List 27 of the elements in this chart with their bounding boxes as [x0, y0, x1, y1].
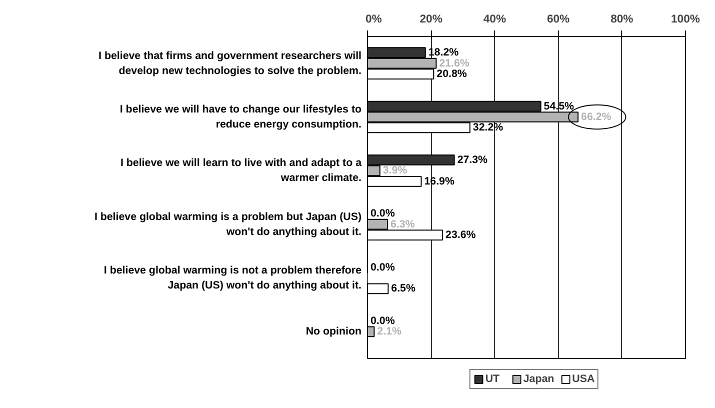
x-tick-label: 60%	[546, 14, 570, 26]
data-label: 0.0%	[370, 208, 396, 220]
data-label: 2.1%	[377, 326, 402, 338]
y-tick-label: I believe we will have to change our lifestyles to reduce energy consumption.	[120, 104, 362, 130]
data-label: 3.9%	[382, 164, 408, 177]
legend-label: UT	[485, 373, 501, 385]
data-label: 6.3%	[390, 218, 416, 230]
x-tick-label: 80%	[610, 14, 634, 26]
data-label: 20.8%	[436, 68, 468, 80]
data-label: 6.5%	[391, 282, 416, 295]
x-tick-label: 40%	[483, 14, 506, 26]
x-tick-label: 0%	[366, 14, 382, 26]
y-tick-label: I believe global warming is not a problem therefore Japan (US) won't do anything about it.	[104, 264, 362, 292]
y-tick-label: I believe we will learn to live with and adapt to a warmer climate.	[120, 157, 362, 184]
data-label: 23.6%	[446, 229, 476, 242]
data-label: 27.3%	[457, 154, 488, 166]
data-label: 0.0%	[370, 261, 396, 274]
x-tick-label: 100%	[671, 14, 700, 26]
legend-label: Japan	[523, 373, 554, 385]
data-label: 0.0%	[370, 314, 396, 327]
data-label: 21.6%	[439, 57, 470, 70]
y-tick-label: I believe global warming is a problem but Japan (US) won't do anything about it.	[94, 210, 362, 238]
data-label: 66.2%	[581, 111, 612, 123]
y-tick-label: I believe that firms and government researchers will develop new technologies to solve the problem.	[98, 50, 362, 77]
x-tick-label: 20%	[420, 14, 442, 26]
y-tick-label: No opinion	[306, 326, 362, 338]
legend-label: USA	[572, 373, 595, 385]
